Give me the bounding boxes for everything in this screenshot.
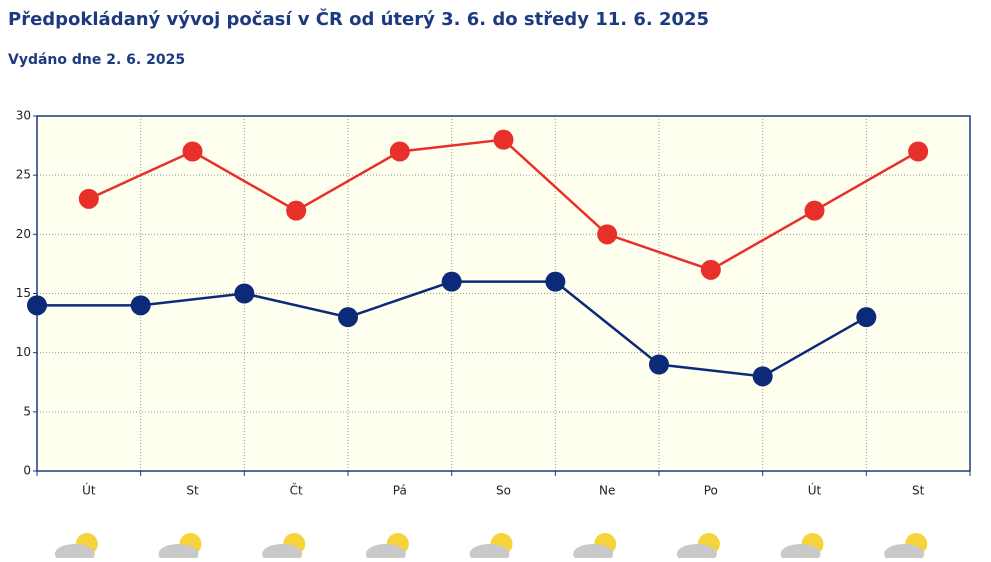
data-point	[597, 224, 618, 245]
weather-icon	[54, 533, 98, 562]
data-point	[27, 295, 47, 316]
weather-icon	[676, 533, 720, 562]
y-tick-label: 30	[16, 109, 31, 123]
data-point	[752, 366, 773, 387]
data-point	[804, 200, 825, 221]
data-point	[182, 141, 203, 162]
data-point	[338, 307, 358, 328]
x-tick-label: Čt	[290, 483, 303, 498]
weather-icon	[262, 533, 306, 562]
x-tick-label: So	[496, 484, 511, 498]
data-point	[545, 271, 566, 292]
data-point	[493, 129, 514, 150]
weather-icon	[469, 533, 513, 562]
x-tick-label: Út	[82, 483, 96, 498]
data-point	[441, 271, 462, 292]
data-point	[389, 141, 410, 162]
x-tick-label: Út	[808, 483, 822, 498]
plot-frame	[36, 115, 971, 472]
y-tick-label: 20	[16, 227, 31, 241]
weather-icon	[884, 533, 928, 562]
y-tick-label: 25	[16, 168, 31, 182]
data-point	[130, 295, 151, 316]
y-tick-label: 10	[16, 345, 31, 359]
data-point	[908, 141, 929, 162]
data-point	[856, 307, 877, 328]
plot-area	[37, 116, 970, 471]
x-tick-label: Pá	[393, 484, 407, 498]
x-tick-label: Ne	[599, 484, 615, 498]
weather-icon	[780, 533, 824, 562]
data-point	[649, 354, 669, 375]
chart-title: Předpokládaný vývoj počasí v ČR od úterý…	[8, 8, 709, 30]
x-tick-label: Po	[704, 484, 718, 498]
y-tick-label: 15	[16, 286, 31, 300]
y-tick-label: 5	[23, 404, 31, 418]
y-tick-label: 0	[23, 464, 31, 478]
data-point	[700, 259, 721, 280]
x-tick-label: St	[186, 484, 199, 498]
weather-icon	[158, 533, 202, 562]
weather-icon	[573, 533, 617, 562]
x-tick-label: St	[912, 484, 925, 498]
data-point	[234, 283, 255, 304]
data-point	[286, 200, 307, 221]
chart-subtitle: Vydáno dne 2. 6. 2025	[8, 52, 185, 68]
weather-icon	[365, 533, 409, 562]
data-point	[78, 188, 99, 209]
